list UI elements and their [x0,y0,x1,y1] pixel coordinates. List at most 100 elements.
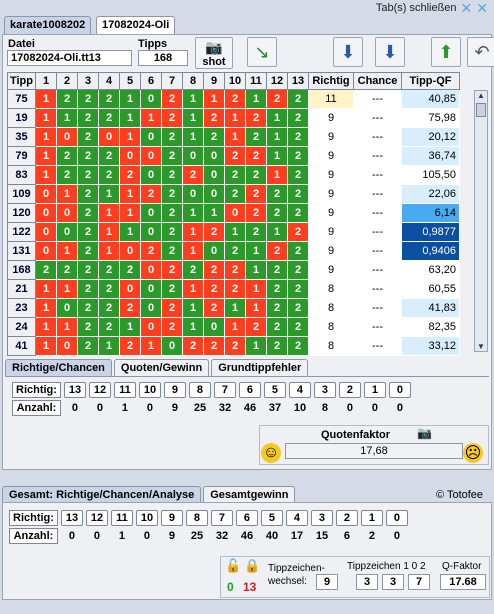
tipp-cell[interactable]: 2 [161,222,183,242]
tipp-number[interactable]: 41 [7,336,36,356]
tipp-cell[interactable]: 2 [77,222,99,242]
table-row[interactable]: 122 0 0 2 1 1 0 2 1 2 1 2 1 2 9 --- 0,9877 [7,222,460,242]
tipp-cell[interactable]: 1 [245,260,267,280]
tipp-cell[interactable]: 1 [224,222,246,242]
undo-button[interactable]: ↶ [467,37,494,67]
tipp-cell[interactable]: 0 [140,89,162,109]
tipp-number[interactable]: 79 [7,146,36,166]
tipp-cell[interactable]: 2 [77,241,99,261]
tipp-cell[interactable]: 0 [182,146,204,166]
tipp-cell[interactable]: 2 [245,165,267,185]
tipp-cell[interactable]: 2 [203,279,225,299]
tipp-cell[interactable]: 0 [203,184,225,204]
tipp-cell[interactable]: 1 [98,336,120,356]
tipp-cell[interactable]: 1 [266,146,288,166]
tipp-cell[interactable]: 1 [182,298,204,318]
tipp-cell[interactable]: 2 [266,241,288,261]
tipp-cell[interactable]: 2 [287,108,309,128]
tipp-cell[interactable]: 2 [287,279,309,299]
tipp-cell[interactable]: 0 [140,127,162,147]
scroll-down-icon[interactable]: ▼ [477,342,485,351]
col-header[interactable]: 6 [140,72,162,90]
tipp-cell[interactable]: 2 [98,260,120,280]
tipp-cell[interactable]: 1 [266,127,288,147]
tipp-cell[interactable]: 2 [287,203,309,223]
tipp-cell[interactable]: 2 [245,108,267,128]
tipp-cell[interactable]: 2 [98,89,120,109]
tipp-cell[interactable]: 2 [161,203,183,223]
tipp-cell[interactable]: 2 [119,260,141,280]
tipp-cell[interactable]: 2 [77,317,99,337]
subtab-gesamtgewinn[interactable]: Gesamtgewinn [203,486,296,503]
subtab-gesamt-richtige-chancen-analyse[interactable]: Gesamt: Richtige/Chancen/Analyse [2,486,202,503]
tipp-cell[interactable]: 1 [35,298,57,318]
tipp-cell[interactable]: 1 [35,127,57,147]
tipp-cell[interactable]: 0 [140,146,162,166]
tipp-cell[interactable]: 0 [224,203,246,223]
tipp-cell[interactable]: 2 [224,184,246,204]
tipp-cell[interactable]: 2 [161,127,183,147]
tipp-number[interactable]: 19 [7,108,36,128]
tipp-number[interactable]: 21 [7,279,36,299]
tipp-cell[interactable]: 1 [182,127,204,147]
tipp-cell[interactable]: 2 [182,260,204,280]
tipp-cell[interactable]: 2 [77,298,99,318]
tipp-cell[interactable]: 0 [203,317,225,337]
tipp-cell[interactable]: 1 [182,203,204,223]
col-header[interactable]: 5 [119,72,141,90]
tipp-cell[interactable]: 2 [161,279,183,299]
tipp-cell[interactable]: 0 [35,222,57,242]
col-header[interactable]: Chance [353,72,402,90]
tipp-cell[interactable]: 2 [161,298,183,318]
tipp-number[interactable]: 120 [7,203,36,223]
tipp-cell[interactable]: 2 [224,89,246,109]
tipp-cell[interactable]: 2 [287,184,309,204]
tipp-cell[interactable]: 2 [161,184,183,204]
col-header[interactable]: 3 [77,72,99,90]
subtab-grundtippfehler[interactable]: Grundtippfehler [211,359,309,376]
tipp-cell[interactable]: 1 [119,222,141,242]
tipp-number[interactable]: 131 [7,241,36,261]
table-row[interactable]: 79 1 2 2 2 0 0 2 0 0 2 2 1 2 9 --- 36,74 [7,146,460,166]
tipp-cell[interactable]: 1 [224,108,246,128]
tipp-cell[interactable]: 2 [98,108,120,128]
camera-small-icon[interactable]: 📷 [417,426,432,440]
vertical-scrollbar[interactable]: ▲ ▼ [474,90,488,352]
tipp-cell[interactable]: 0 [56,127,78,147]
tipp-cell[interactable]: 1 [245,336,267,356]
tipp-cell[interactable]: 1 [56,241,78,261]
tipp-cell[interactable]: 1 [98,222,120,242]
table-row[interactable]: 131 0 1 2 1 0 2 2 1 0 2 1 2 2 9 --- 0,9406 [7,241,460,261]
tipp-cell[interactable]: 0 [140,203,162,223]
table-row[interactable]: 75 1 2 2 2 1 0 2 1 1 2 1 2 2 11 --- 40,85 [7,89,460,109]
tipp-cell[interactable]: 1 [119,317,141,337]
tipp-cell[interactable]: 0 [140,222,162,242]
tipp-cell[interactable]: 0 [203,165,225,185]
tipp-cell[interactable]: 2 [182,165,204,185]
col-header[interactable]: 12 [266,72,288,90]
tipp-cell[interactable]: 2 [287,89,309,109]
tipp-cell[interactable]: 2 [266,203,288,223]
tipp-cell[interactable]: 1 [35,317,57,337]
col-header[interactable]: 1 [35,72,57,90]
tipp-cell[interactable]: 0 [35,184,57,204]
tipp-cell[interactable]: 2 [224,165,246,185]
sort-up-button[interactable]: ⬆ [431,37,461,67]
tipp-cell[interactable]: 2 [119,336,141,356]
col-header[interactable]: 7 [161,72,183,90]
scroll-up-icon[interactable]: ▲ [477,91,485,100]
tipp-cell[interactable]: 2 [266,336,288,356]
tipp-cell[interactable]: 1 [182,279,204,299]
tipp-cell[interactable]: 2 [161,165,183,185]
tipp-cell[interactable]: 1 [203,89,225,109]
tipp-number[interactable]: 83 [7,165,36,185]
tipp-cell[interactable]: 0 [119,241,141,261]
tipp-cell[interactable]: 2 [98,279,120,299]
sort-down-button[interactable]: ⬇ [333,37,363,67]
tipp-cell[interactable]: 2 [287,260,309,280]
tipp-cell[interactable]: 2 [287,317,309,337]
tipp-cell[interactable]: 2 [77,165,99,185]
tipp-number[interactable]: 24 [7,317,36,337]
tipp-cell[interactable]: 2 [203,260,225,280]
screenshot-button[interactable]: 📷 shot [195,37,233,69]
